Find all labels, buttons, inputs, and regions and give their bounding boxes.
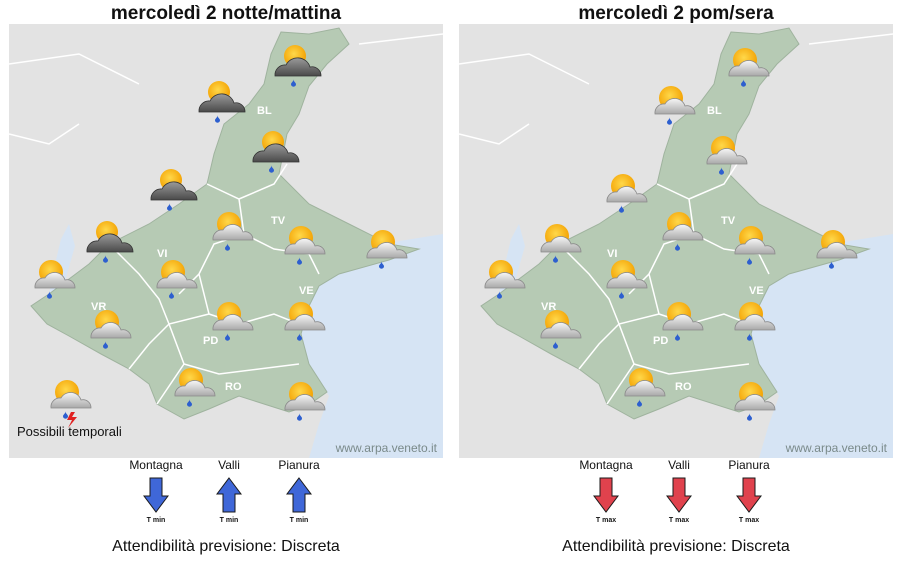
arrow-down-icon (736, 477, 762, 513)
storm-note: Possibili temporali (17, 424, 122, 439)
forecast-panel-afternoon: mercoledì 2 pom/sera BL TV VI (459, 0, 893, 561)
credit-link[interactable]: www.arpa.veneto.it (335, 441, 437, 455)
province-label-ve: VE (299, 285, 314, 297)
trend-label: Montagna (129, 458, 183, 472)
trend-label: Valli (668, 458, 690, 472)
panel-title: mercoledì 2 pom/sera (578, 3, 774, 24)
trend-pianura: Pianura T max (714, 458, 784, 524)
province-label-vr: VR (91, 301, 106, 313)
trend-montagna: Montagna T min (121, 458, 191, 524)
province-label-pd: PD (653, 335, 668, 347)
lightning-icon (67, 412, 77, 428)
credit-link[interactable]: www.arpa.veneto.it (785, 441, 887, 455)
trend-temp-label: T max (738, 517, 760, 524)
province-label-ve: VE (749, 285, 764, 297)
trend-pianura: Pianura T min (264, 458, 334, 524)
veneto-map: BL TV VI VE VR PD RO (459, 24, 893, 458)
trend-valli: Valli T min (194, 458, 264, 524)
trend-label: Valli (218, 458, 240, 472)
trend-temp-label: T min (219, 517, 239, 524)
trend-label: Pianura (278, 458, 320, 472)
arrow-up-icon (216, 477, 242, 513)
province-label-vi: VI (607, 248, 617, 260)
reliability-text: Attendibilità previsione: Discreta (112, 538, 340, 555)
trend-label: Montagna (579, 458, 633, 472)
province-label-ro: RO (675, 381, 692, 393)
province-label-bl: BL (257, 105, 272, 117)
arrow-down-icon (666, 477, 692, 513)
trend-temp-label: T max (668, 517, 690, 524)
province-label-ro: RO (225, 381, 242, 393)
province-label-pd: PD (203, 335, 218, 347)
province-label-vr: VR (541, 301, 556, 313)
province-label-tv: TV (721, 215, 736, 227)
arrow-down-icon (593, 477, 619, 513)
arrow-up-icon (286, 477, 312, 513)
trend-temp-label: T max (595, 517, 617, 524)
veneto-map: BL TV VI VE VR PD RO (9, 24, 443, 458)
province-label-tv: TV (271, 215, 286, 227)
province-label-vi: VI (157, 248, 167, 260)
reliability-text: Attendibilità previsione: Discreta (562, 538, 790, 555)
trend-temp-label: T min (289, 517, 309, 524)
panel-title: mercoledì 2 notte/mattina (110, 3, 342, 24)
forecast-panel-night: mercoledì 2 notte/mattina (9, 0, 443, 561)
trend-label: Pianura (728, 458, 770, 472)
arrow-down-icon (143, 477, 169, 513)
province-label-bl: BL (707, 105, 722, 117)
trend-valli: Valli T max (644, 458, 714, 524)
trend-temp-label: T min (146, 517, 166, 524)
trend-montagna: Montagna T max (571, 458, 641, 524)
